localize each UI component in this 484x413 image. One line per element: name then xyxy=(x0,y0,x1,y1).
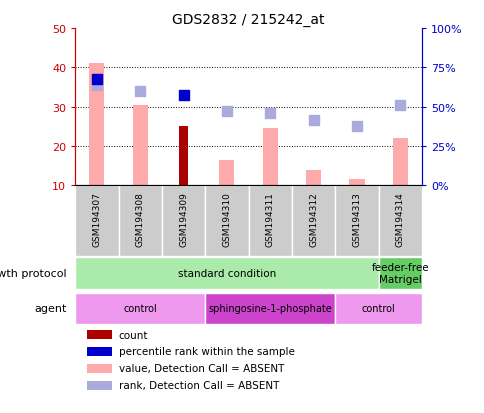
Text: GSM194311: GSM194311 xyxy=(265,192,274,246)
Bar xyxy=(75,186,118,256)
Text: agent: agent xyxy=(34,304,66,314)
Bar xyxy=(87,364,111,373)
Bar xyxy=(348,180,364,186)
Text: standard condition: standard condition xyxy=(178,268,275,279)
Bar xyxy=(205,186,248,256)
Point xyxy=(223,108,230,114)
Title: GDS2832 / 215242_at: GDS2832 / 215242_at xyxy=(172,12,324,26)
Bar xyxy=(262,129,277,186)
Bar xyxy=(378,258,421,290)
Point xyxy=(136,88,144,95)
Bar xyxy=(179,127,187,186)
Text: GSM194308: GSM194308 xyxy=(136,192,144,246)
Bar xyxy=(291,186,334,256)
Text: control: control xyxy=(123,304,157,314)
Bar xyxy=(205,293,334,325)
Text: feeder-free
Matrigel: feeder-free Matrigel xyxy=(371,263,428,285)
Bar xyxy=(87,347,111,356)
Bar xyxy=(219,160,234,186)
Text: growth protocol: growth protocol xyxy=(0,268,66,279)
Bar xyxy=(89,64,104,186)
Text: GSM194310: GSM194310 xyxy=(222,192,231,246)
Point xyxy=(352,123,360,130)
Text: sphingosine-1-phosphate: sphingosine-1-phosphate xyxy=(208,304,332,314)
Text: GSM194309: GSM194309 xyxy=(179,192,188,246)
Bar xyxy=(305,170,320,186)
Bar xyxy=(132,105,148,186)
Bar xyxy=(392,139,407,186)
Point xyxy=(395,102,403,109)
Bar xyxy=(334,293,421,325)
Text: count: count xyxy=(119,330,148,339)
Point xyxy=(309,118,317,124)
Text: GSM194307: GSM194307 xyxy=(92,192,101,246)
Bar xyxy=(75,293,205,325)
Text: control: control xyxy=(361,304,394,314)
Text: GSM194313: GSM194313 xyxy=(352,192,361,246)
Text: GSM194314: GSM194314 xyxy=(395,192,404,246)
Bar xyxy=(118,186,162,256)
Bar xyxy=(248,186,291,256)
Bar xyxy=(75,258,378,290)
Bar xyxy=(87,381,111,390)
Bar xyxy=(378,186,421,256)
Text: value, Detection Call = ABSENT: value, Detection Call = ABSENT xyxy=(119,363,284,373)
Text: percentile rank within the sample: percentile rank within the sample xyxy=(119,347,294,356)
Bar xyxy=(334,186,378,256)
Text: GSM194312: GSM194312 xyxy=(308,192,318,246)
Text: rank, Detection Call = ABSENT: rank, Detection Call = ABSENT xyxy=(119,380,279,390)
Bar xyxy=(162,186,205,256)
Point xyxy=(93,83,101,89)
Point xyxy=(93,76,101,83)
Point xyxy=(179,92,187,99)
Point xyxy=(266,110,273,116)
Bar xyxy=(87,330,111,339)
